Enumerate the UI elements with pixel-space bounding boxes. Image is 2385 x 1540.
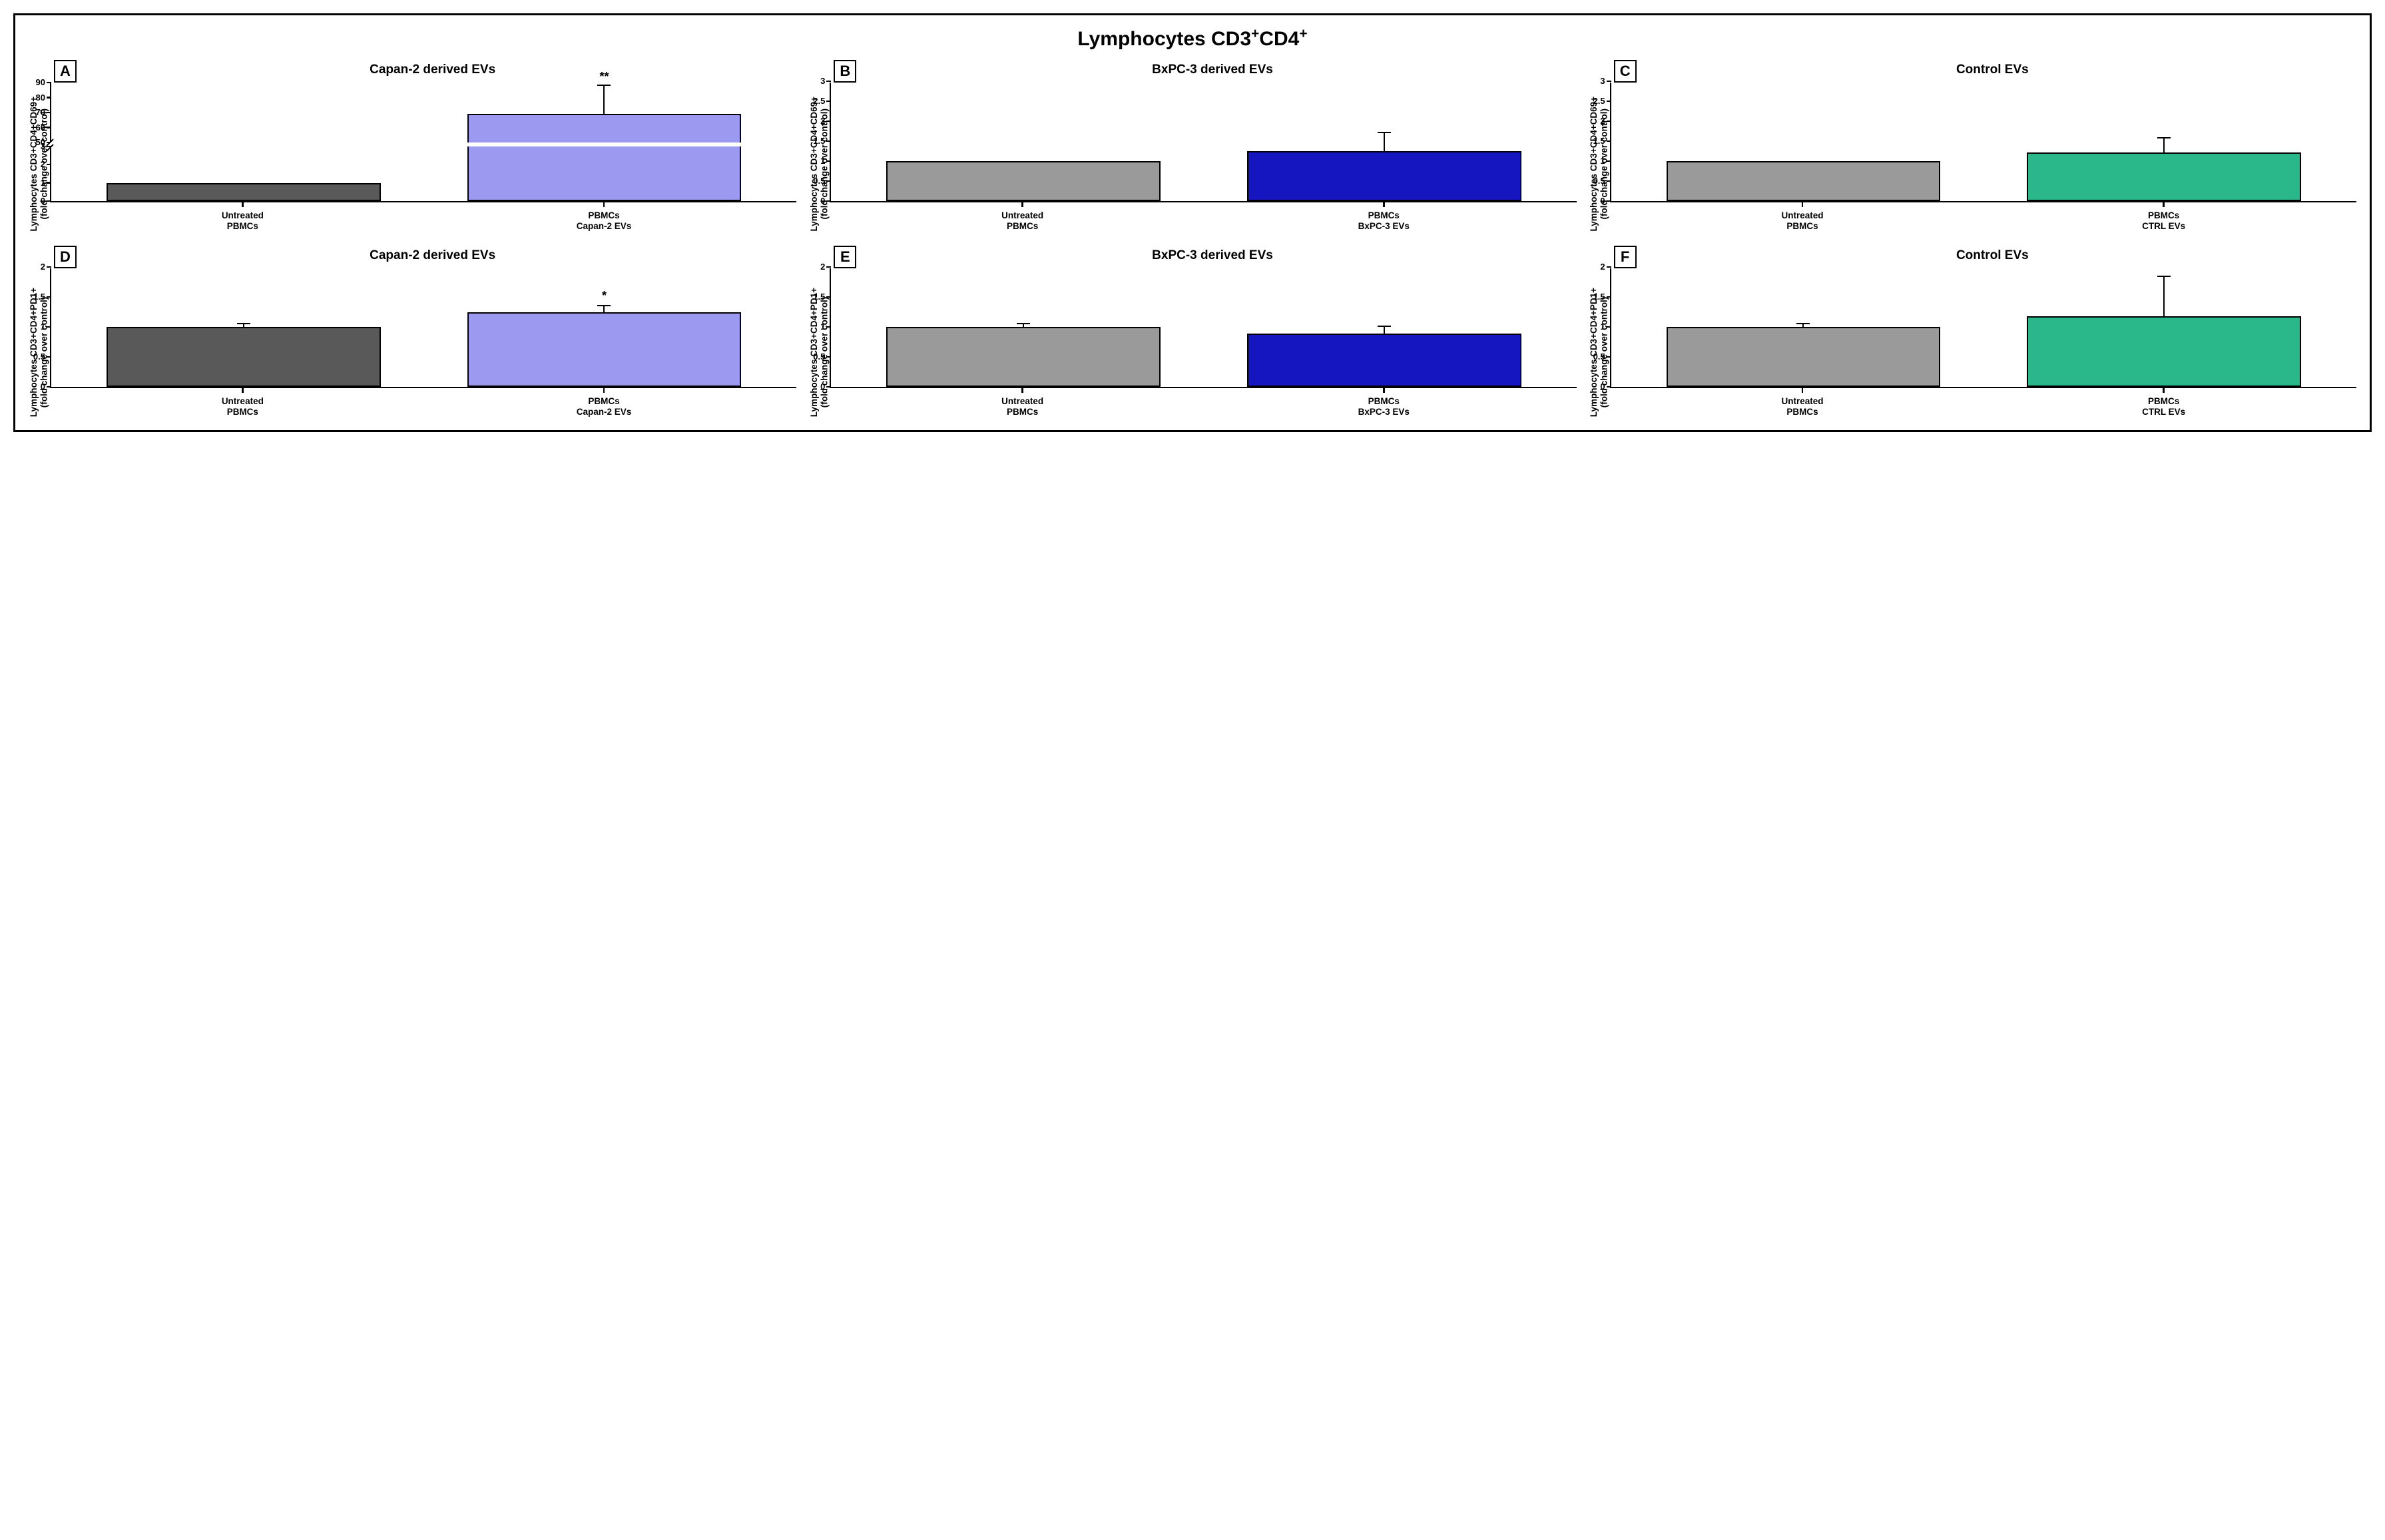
x-tick-label: PBMCsCTRL EVs: [2026, 396, 2300, 417]
x-tick-label: UntreatedPBMCs: [1665, 396, 1940, 417]
panel-letter: D: [54, 246, 77, 268]
panel-letter: A: [54, 60, 77, 83]
y-tick-label: 0: [820, 382, 825, 391]
y-tick-label: 60: [36, 123, 45, 132]
panel-grid: ACapan-2 derived EVsLymphocytes CD3+CD4+…: [29, 60, 2356, 417]
bar: [886, 327, 1161, 387]
y-tick-label: 1: [1600, 322, 1605, 332]
y-tick-label: 2.5: [813, 96, 825, 106]
bar: [1247, 151, 1521, 201]
plot-area: 00.511.52*: [50, 268, 796, 388]
x-tick-label: PBMCsBxPC-3 EVs: [1246, 210, 1521, 231]
bar: [2027, 152, 2301, 201]
bar: [886, 161, 1161, 201]
y-tick-label: 80: [36, 93, 45, 103]
x-tick-label: PBMCsCapan-2 EVs: [467, 210, 741, 231]
y-tick-label: 1.5: [1593, 136, 1605, 146]
x-tick-label: PBMCsCTRL EVs: [2026, 210, 2300, 231]
y-tick-label: 1: [820, 156, 825, 166]
y-tick-label: 2: [41, 262, 45, 272]
y-tick-label: 2: [1600, 262, 1605, 272]
bar: [1667, 161, 1941, 201]
panel-D: DCapan-2 derived EVs Lymphocytes CD3+CD4+…: [29, 246, 796, 417]
figure-frame: Lymphocytes CD3+CD4+ ACapan-2 derived EV…: [13, 13, 2372, 432]
panel-C: CControl EVs Lymphocytes CD3+CD4+CD69+(fo…: [1589, 60, 2356, 231]
chart-wrap: Lymphocytes CD3+CD4+PD1+(fold change ove…: [808, 268, 1576, 417]
panel-F: FControl EVs Lymphocytes CD3+CD4+PD1+(fol…: [1589, 246, 2356, 417]
bar: *: [467, 312, 742, 387]
y-tick-label: 2: [41, 159, 45, 169]
y-tick-label: 0.5: [813, 176, 825, 186]
y-tick-label: 90: [36, 77, 45, 87]
y-tick-label: 2: [820, 116, 825, 126]
y-tick-label: 2.5: [1593, 96, 1605, 106]
y-tick-label: 0.5: [813, 352, 825, 362]
x-tick-label: UntreatedPBMCs: [885, 396, 1159, 417]
y-tick-label: 0: [41, 196, 45, 206]
y-tick-label: 1: [41, 178, 45, 188]
bar: [1667, 327, 1941, 387]
bar: [467, 146, 742, 201]
y-tick-label: 3: [41, 141, 45, 151]
y-tick-label: 3: [820, 76, 825, 86]
y-tick-label: 1: [41, 322, 45, 332]
panel-letter: F: [1614, 246, 1637, 268]
y-axis-label: Lymphocytes CD3+CD4+CD69+(fold change ov…: [1589, 97, 1609, 231]
x-tick-label: UntreatedPBMCs: [1665, 210, 1940, 231]
y-tick-label: 0: [1600, 382, 1605, 391]
y-tick-label: 1: [820, 322, 825, 332]
bar: [2027, 316, 2301, 387]
plot-area: 00.511.52: [830, 268, 1576, 388]
y-tick-label: 70: [36, 107, 45, 117]
bar: [107, 327, 381, 387]
y-tick-label: 0: [820, 196, 825, 206]
y-tick-label: 1.5: [1593, 292, 1605, 302]
x-tick-label: UntreatedPBMCs: [105, 396, 380, 417]
bar: [107, 183, 381, 201]
panel-title: Capan-2 derived EVs: [69, 63, 796, 77]
y-tick-label: 0: [41, 382, 45, 391]
chart-wrap: Lymphocytes CD3+CD4+CD69+(fold change ov…: [29, 83, 796, 231]
y-tick-label: 0.5: [1593, 352, 1605, 362]
panel-title: Control EVs: [1629, 63, 2356, 77]
plot-area-broken: 5060708090**0123: [50, 83, 796, 202]
y-tick-label: 1.5: [33, 292, 45, 302]
y-tick-label: 2: [1600, 116, 1605, 126]
y-tick-label: 0.5: [33, 352, 45, 362]
y-axis-label: Lymphocytes CD3+CD4+CD69+(fold change ov…: [809, 97, 830, 231]
panel-letter: B: [834, 60, 856, 83]
panel-E: EBxPC-3 derived EVs Lymphocytes CD3+CD4+P…: [808, 246, 1576, 417]
panel-B: BBxPC-3 derived EVs Lymphocytes CD3+CD4+C…: [808, 60, 1576, 231]
chart-wrap: Lymphocytes CD3+CD4+PD1+(fold change ove…: [29, 268, 796, 417]
panel-letter: C: [1614, 60, 1637, 83]
x-tick-label: UntreatedPBMCs: [105, 210, 380, 231]
chart-wrap: Lymphocytes CD3+CD4+CD69+(fold change ov…: [808, 83, 1576, 231]
y-tick-label: 0.5: [1593, 176, 1605, 186]
figure-title: Lymphocytes CD3+CD4+: [29, 26, 2356, 51]
plot-area: 00.511.52: [1610, 268, 2356, 388]
panel-title: BxPC-3 derived EVs: [848, 248, 1576, 263]
panel-title: BxPC-3 derived EVs: [848, 63, 1576, 77]
y-tick-label: 1.5: [813, 136, 825, 146]
y-tick-label: 3: [1600, 76, 1605, 86]
y-tick-label: 1.5: [813, 292, 825, 302]
y-tick-label: 0: [1600, 196, 1605, 206]
y-tick-label: 1: [1600, 156, 1605, 166]
bar: **: [467, 114, 742, 142]
panel-letter: E: [834, 246, 856, 268]
x-tick-label: PBMCsCapan-2 EVs: [467, 396, 741, 417]
significance-mark: *: [602, 289, 607, 303]
x-tick-label: PBMCsBxPC-3 EVs: [1246, 396, 1521, 417]
chart-wrap: Lymphocytes CD3+CD4+CD69+(fold change ov…: [1589, 83, 2356, 231]
panel-A: ACapan-2 derived EVs Lymphocytes CD3+CD4+…: [29, 60, 796, 231]
bar: [1247, 334, 1521, 387]
x-tick-label: UntreatedPBMCs: [885, 210, 1159, 231]
plot-area: 00.511.522.53: [1610, 83, 2356, 202]
panel-title: Control EVs: [1629, 248, 2356, 263]
significance-mark: **: [599, 70, 609, 84]
chart-wrap: Lymphocytes CD3+CD4+PD1+(fold change ove…: [1589, 268, 2356, 417]
plot-area: 00.511.522.53: [830, 83, 1576, 202]
y-tick-label: 2: [820, 262, 825, 272]
panel-title: Capan-2 derived EVs: [69, 248, 796, 263]
